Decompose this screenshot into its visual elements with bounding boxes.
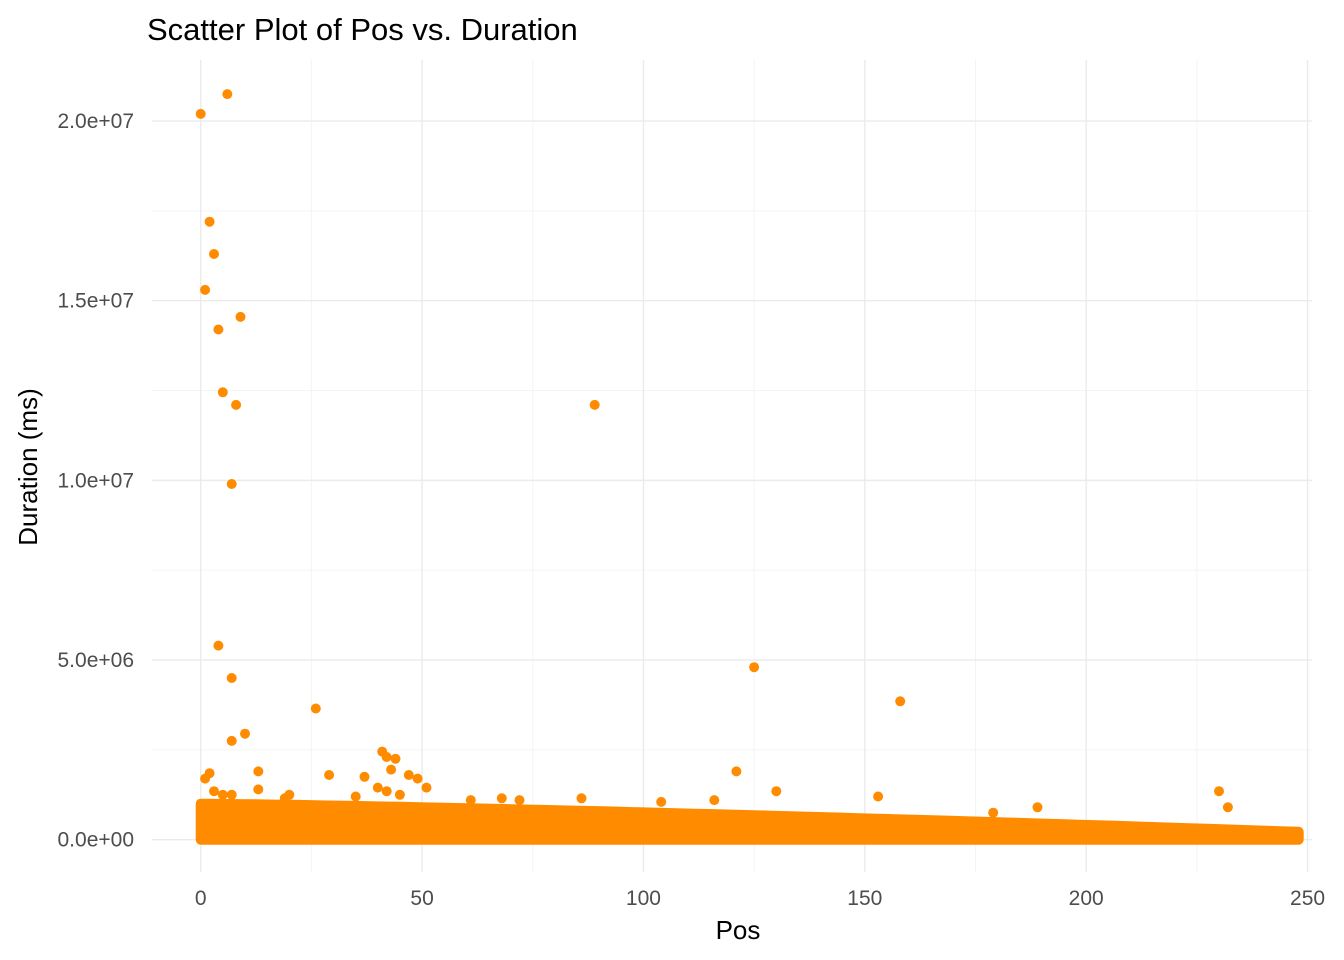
data-point bbox=[359, 771, 370, 782]
y-tick-label: 1.5e+07 bbox=[58, 290, 135, 313]
data-point bbox=[514, 795, 525, 806]
data-point bbox=[222, 89, 233, 100]
data-point bbox=[731, 766, 742, 777]
data-point bbox=[403, 770, 414, 780]
data-point bbox=[240, 728, 250, 739]
x-axis-title: Pos bbox=[716, 915, 761, 945]
data-point bbox=[195, 108, 206, 119]
data-point bbox=[394, 789, 405, 800]
data-point bbox=[386, 764, 397, 775]
data-point bbox=[279, 793, 290, 804]
data-point bbox=[226, 735, 237, 746]
data-point bbox=[771, 786, 782, 797]
data-point bbox=[235, 311, 246, 322]
x-tick-label: 250 bbox=[1290, 887, 1325, 910]
data-point bbox=[576, 793, 587, 804]
data-point bbox=[656, 796, 667, 807]
data-point bbox=[749, 662, 760, 673]
data-point bbox=[253, 784, 264, 795]
x-axis-ticks: 0 50 100 150 200 250 bbox=[195, 887, 1325, 910]
data-point bbox=[1214, 786, 1224, 797]
data-point bbox=[1222, 802, 1233, 813]
data-point bbox=[421, 782, 432, 793]
x-tick-label: 150 bbox=[847, 887, 882, 910]
x-tick-label: 100 bbox=[626, 887, 661, 910]
data-point bbox=[217, 387, 228, 398]
data-point bbox=[709, 795, 720, 806]
data-point bbox=[465, 795, 476, 806]
x-tick-label: 50 bbox=[410, 887, 433, 910]
y-tick-label: 2.0e+07 bbox=[58, 110, 135, 133]
y-axis-ticks: 0.0e+00 5.0e+06 1.0e+07 1.5e+07 2.0e+07 bbox=[58, 110, 135, 852]
data-points bbox=[195, 89, 1233, 818]
data-point bbox=[253, 766, 264, 777]
x-tick-label: 0 bbox=[195, 887, 207, 910]
data-point bbox=[381, 786, 392, 797]
y-tick-label: 5.0e+06 bbox=[58, 649, 135, 672]
data-point bbox=[213, 324, 224, 335]
data-point bbox=[381, 752, 392, 762]
data-point bbox=[412, 773, 423, 784]
data-point bbox=[350, 791, 361, 802]
dense-band-area bbox=[195, 798, 1304, 845]
dense-point-band bbox=[195, 798, 1304, 845]
data-point bbox=[213, 640, 224, 651]
data-point bbox=[204, 216, 215, 227]
data-point bbox=[324, 770, 335, 780]
data-point bbox=[200, 773, 211, 784]
data-point bbox=[226, 479, 237, 489]
data-point bbox=[226, 789, 237, 800]
data-point bbox=[209, 786, 219, 797]
data-point bbox=[226, 673, 237, 683]
data-point bbox=[231, 399, 242, 410]
y-tick-label: 1.0e+07 bbox=[58, 469, 135, 492]
y-axis-title: Duration (ms) bbox=[13, 388, 43, 545]
data-point bbox=[209, 249, 219, 259]
data-point bbox=[310, 703, 321, 714]
y-tick-label: 0.0e+00 bbox=[58, 829, 135, 852]
data-point bbox=[496, 793, 507, 804]
data-point bbox=[988, 807, 999, 818]
data-point bbox=[895, 696, 906, 707]
data-point bbox=[873, 791, 884, 802]
grid bbox=[152, 60, 1312, 872]
data-point bbox=[1032, 802, 1043, 813]
data-point bbox=[372, 782, 383, 793]
data-point bbox=[589, 399, 600, 410]
data-point bbox=[390, 753, 401, 764]
x-tick-label: 200 bbox=[1069, 887, 1104, 910]
data-point bbox=[217, 789, 228, 800]
data-point bbox=[200, 284, 211, 295]
chart-title: Scatter Plot of Pos vs. Duration bbox=[147, 12, 578, 47]
